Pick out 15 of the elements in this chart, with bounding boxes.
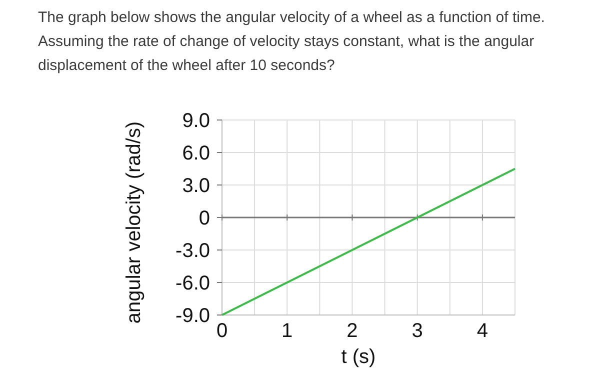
x-tick-label: 3 (412, 320, 423, 342)
x-tick-label: 2 (346, 320, 358, 342)
x-axis-title: t (s) (341, 346, 376, 368)
y-tick-label: 3.0 (182, 175, 210, 197)
x-tick-label: 4 (476, 320, 488, 342)
chart-title: The graph below shows the angular velocity of a wheel as a function of time. Assuming the rate of change of velocity stays constant, what is the angular displacement of the wheel after 10 seconds? (38, 9, 545, 74)
x-tick-label: 0 (216, 320, 228, 342)
y-tick-label: 6.0 (182, 142, 210, 164)
x-tick-label: 1 (282, 320, 293, 342)
y-tick-label: -3.0 (176, 240, 210, 262)
y-tick-label: -6.0 (176, 272, 210, 294)
y-axis-title: angular velocity (rad/s) (123, 121, 145, 324)
y-tick-label: 9.0 (182, 110, 210, 132)
y-tick-label: -9.0 (176, 305, 210, 327)
y-tick-label: 0 (198, 208, 210, 230)
